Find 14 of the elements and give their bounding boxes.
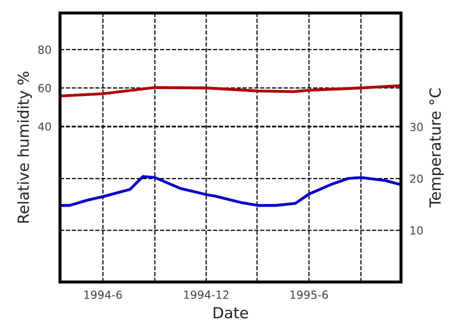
y2-tick-label: 20	[410, 174, 423, 183]
line-series	[60, 84, 401, 98]
x-tick-label: 1994-12	[184, 290, 228, 299]
y-tick-label: 60	[38, 84, 51, 92]
y-tick-label: 40	[38, 122, 51, 131]
y-tick-label: 80	[38, 45, 51, 54]
y2-tick-label: 30	[410, 122, 423, 132]
y2-axis-title: Temperature °C	[429, 88, 444, 208]
x-tick-label: 1994-6	[84, 290, 122, 299]
y2-tick-label: 10	[410, 226, 423, 235]
y-axis-title: Relative humidity %	[17, 72, 32, 223]
x-axis-title: Date	[214, 307, 248, 318]
line-series	[60, 175, 401, 207]
x-tick-label: 1995-6	[290, 290, 328, 299]
